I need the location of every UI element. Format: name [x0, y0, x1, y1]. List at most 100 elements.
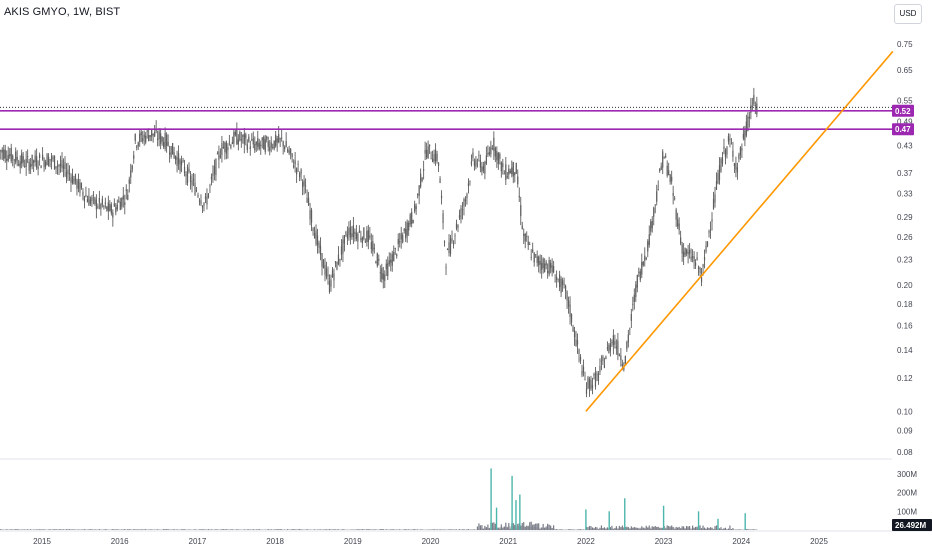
- candle-body: [309, 209, 311, 220]
- candle-body: [310, 209, 313, 223]
- volume-bar: [488, 528, 490, 530]
- volume-bar: [476, 526, 479, 530]
- candle-body: [455, 223, 458, 229]
- volume-bar: [700, 528, 703, 530]
- volume-bar: [458, 529, 461, 530]
- candle-body: [290, 148, 292, 154]
- candle-body: [687, 251, 689, 255]
- volume-bar: [720, 527, 722, 530]
- candle-body: [520, 205, 522, 217]
- candle-body: [602, 356, 604, 361]
- volume-bar: [485, 527, 487, 530]
- volume-bar: [687, 526, 689, 530]
- volume-bar: [596, 527, 598, 530]
- volume-bar: [623, 527, 625, 530]
- candle-body: [650, 221, 652, 232]
- volume-bar: [142, 529, 144, 530]
- candle-body: [339, 258, 341, 261]
- candle-body: [230, 144, 232, 148]
- volume-bar: [690, 529, 692, 530]
- candle-body: [469, 181, 471, 183]
- volume-bar: [705, 528, 707, 530]
- volume-bar: [363, 529, 365, 530]
- volume-bar: [466, 529, 468, 530]
- candle-body: [494, 147, 496, 157]
- candle-body: [100, 204, 102, 210]
- candle-body: [166, 134, 168, 146]
- volume-bar: [454, 529, 456, 530]
- candle-body: [68, 173, 71, 175]
- volume-bar: [122, 529, 124, 530]
- candle-body: [584, 379, 586, 381]
- volume-bar: [587, 527, 589, 530]
- candle-body: [570, 314, 573, 323]
- candle-body: [496, 151, 498, 161]
- candle-body: [179, 159, 181, 171]
- volume-bar: [729, 525, 731, 530]
- candle-body: [304, 185, 307, 187]
- candle-body: [215, 159, 217, 176]
- candle-body: [502, 163, 504, 168]
- candle-body: [56, 165, 59, 167]
- volume-bar: [34, 529, 36, 530]
- volume-bar: [145, 529, 147, 530]
- candle-body: [30, 164, 32, 168]
- volume-bar: [255, 529, 257, 530]
- volume-bar: [399, 529, 401, 530]
- price-tick-label: 0.33: [897, 190, 913, 199]
- candle-body: [641, 261, 643, 275]
- candle-body: [137, 142, 139, 147]
- volume-bar: [82, 529, 84, 530]
- volume-bar: [620, 527, 622, 530]
- candle-body: [521, 225, 523, 229]
- volume-last-label: 26.492M: [895, 521, 926, 530]
- candle-body: [240, 139, 242, 141]
- volume-bar: [709, 527, 712, 530]
- candle-body: [408, 222, 410, 231]
- volume-bar: [55, 529, 57, 530]
- volume-bar: [436, 529, 438, 530]
- volume-bar: [291, 529, 293, 530]
- volume-bar: [246, 529, 248, 530]
- candle-body: [333, 273, 335, 281]
- volume-bar: [43, 529, 45, 530]
- candle-body: [313, 232, 316, 239]
- candle-body: [630, 314, 632, 321]
- candle-body: [511, 167, 513, 175]
- candle-body: [85, 194, 87, 197]
- volume-bar: [606, 527, 609, 530]
- candle-body: [647, 241, 649, 252]
- candle-body: [708, 231, 710, 233]
- candle-body: [219, 155, 222, 158]
- volume-bar: [694, 526, 697, 530]
- candle-body: [275, 134, 277, 147]
- currency-button[interactable]: USD: [894, 4, 922, 24]
- volume-bar: [180, 529, 183, 530]
- candle-body: [497, 152, 499, 165]
- volume-bar: [594, 526, 597, 530]
- candle-body: [234, 131, 236, 136]
- volume-bar: [355, 529, 357, 530]
- volume-bar: [39, 529, 41, 530]
- candle-body: [696, 257, 698, 260]
- candle-body: [334, 261, 337, 264]
- candle-body: [466, 193, 468, 199]
- candle-body: [551, 265, 553, 272]
- candle-body: [300, 169, 302, 174]
- volume-bar: [118, 529, 120, 530]
- candle-body: [556, 276, 558, 280]
- candle-body: [255, 141, 257, 145]
- volume-bar: [104, 529, 106, 530]
- candle-body: [318, 242, 320, 248]
- candle-body: [684, 248, 686, 256]
- volume-bar: [582, 529, 585, 530]
- candle-body: [366, 230, 368, 242]
- volume-bar: [222, 529, 224, 530]
- volume-bar: [671, 525, 673, 530]
- candle-body: [282, 141, 284, 147]
- volume-bar: [319, 529, 322, 530]
- volume-bar: [644, 528, 646, 530]
- volume-bar: [626, 526, 628, 530]
- candle-body: [479, 159, 482, 168]
